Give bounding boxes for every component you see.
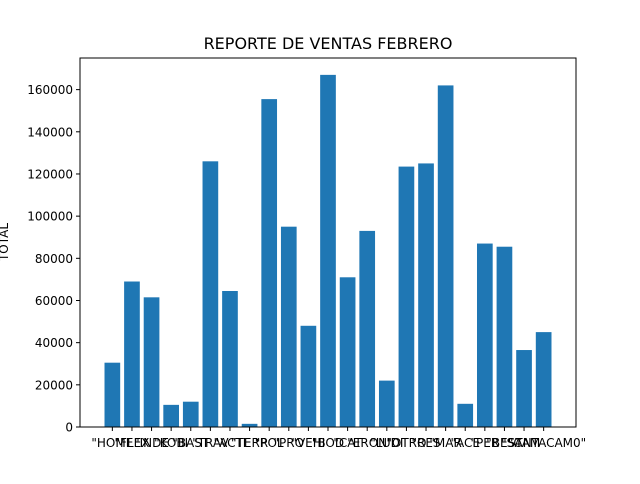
x-tick-label: "TRAV (192, 436, 229, 450)
bar (476, 243, 493, 427)
x-tick-label: "OTRO (386, 436, 426, 450)
bar (535, 332, 552, 427)
bar (143, 297, 160, 427)
bar (261, 99, 278, 428)
bar (339, 277, 356, 427)
bar (320, 74, 336, 428)
bar (124, 281, 140, 427)
bar (222, 290, 238, 427)
x-tick-label: "VEHI (291, 436, 325, 450)
bar (418, 163, 434, 427)
y-tick-label: 160000 (27, 83, 73, 97)
x-tick-label: "BEST (486, 436, 523, 450)
x-tick-label: "BAST (172, 436, 210, 450)
x-tick-label: "ACTI (214, 436, 247, 450)
y-tick-label: 0 (65, 421, 73, 435)
y-tick-label: 80000 (35, 252, 73, 266)
bar (300, 325, 317, 427)
bar (378, 380, 395, 427)
plot-frame (79, 57, 577, 428)
x-tick-label: "TERR (231, 436, 268, 450)
x-tick-label: "POL (255, 436, 284, 450)
x-tick-label: "ERON (347, 436, 387, 450)
x-tick-label: "INDE (134, 436, 169, 450)
x-tick-label: "PRO (274, 436, 305, 450)
bar (241, 423, 258, 427)
y-tick-label: 140000 (27, 125, 73, 139)
x-tick-label: "HOME (91, 436, 133, 450)
x-axis-ticks: "HOME"FLEX"INDE"KOBI"BAST"TRAV"ACTI"TERR… (91, 427, 586, 450)
bar (182, 401, 199, 427)
bar (516, 350, 532, 427)
y-axis-label: TOTAL (0, 223, 11, 262)
bar (202, 161, 219, 427)
x-tick-label: "PER (470, 436, 499, 450)
y-tick-label: 60000 (35, 294, 73, 308)
x-tick-label: "CAT (333, 436, 362, 450)
y-tick-label: 40000 (35, 336, 73, 350)
y-tick-label: 20000 (35, 378, 73, 392)
bar (437, 85, 454, 427)
bar (280, 226, 297, 427)
bar (359, 230, 376, 427)
y-tick-label: 120000 (27, 167, 73, 181)
x-tick-label: "ACE (450, 436, 479, 450)
bar (163, 404, 180, 427)
x-tick-label: "MAR (429, 436, 461, 450)
x-tick-label: "LUDI (370, 436, 403, 450)
y-axis-ticks: 0 20000 40000 60000 80000 100000 120000 140000 1… (27, 83, 80, 435)
x-tick-label: "SANTACAM0" (501, 436, 586, 450)
y-tick-label: 100000 (27, 210, 73, 224)
bar (398, 166, 415, 427)
bar (496, 246, 513, 427)
x-tick-label: "CAM (508, 436, 540, 450)
x-tick-label: "BOD (312, 436, 344, 450)
bar (457, 403, 474, 427)
bars (104, 74, 552, 428)
x-tick-label: "KOBI (154, 436, 188, 450)
x-tick-label: "FLEX (114, 436, 149, 450)
bar (104, 362, 121, 427)
chart-title: REPORTE DE VENTAS FEBRERO (204, 34, 453, 53)
x-tick-label: "RES (411, 436, 440, 450)
